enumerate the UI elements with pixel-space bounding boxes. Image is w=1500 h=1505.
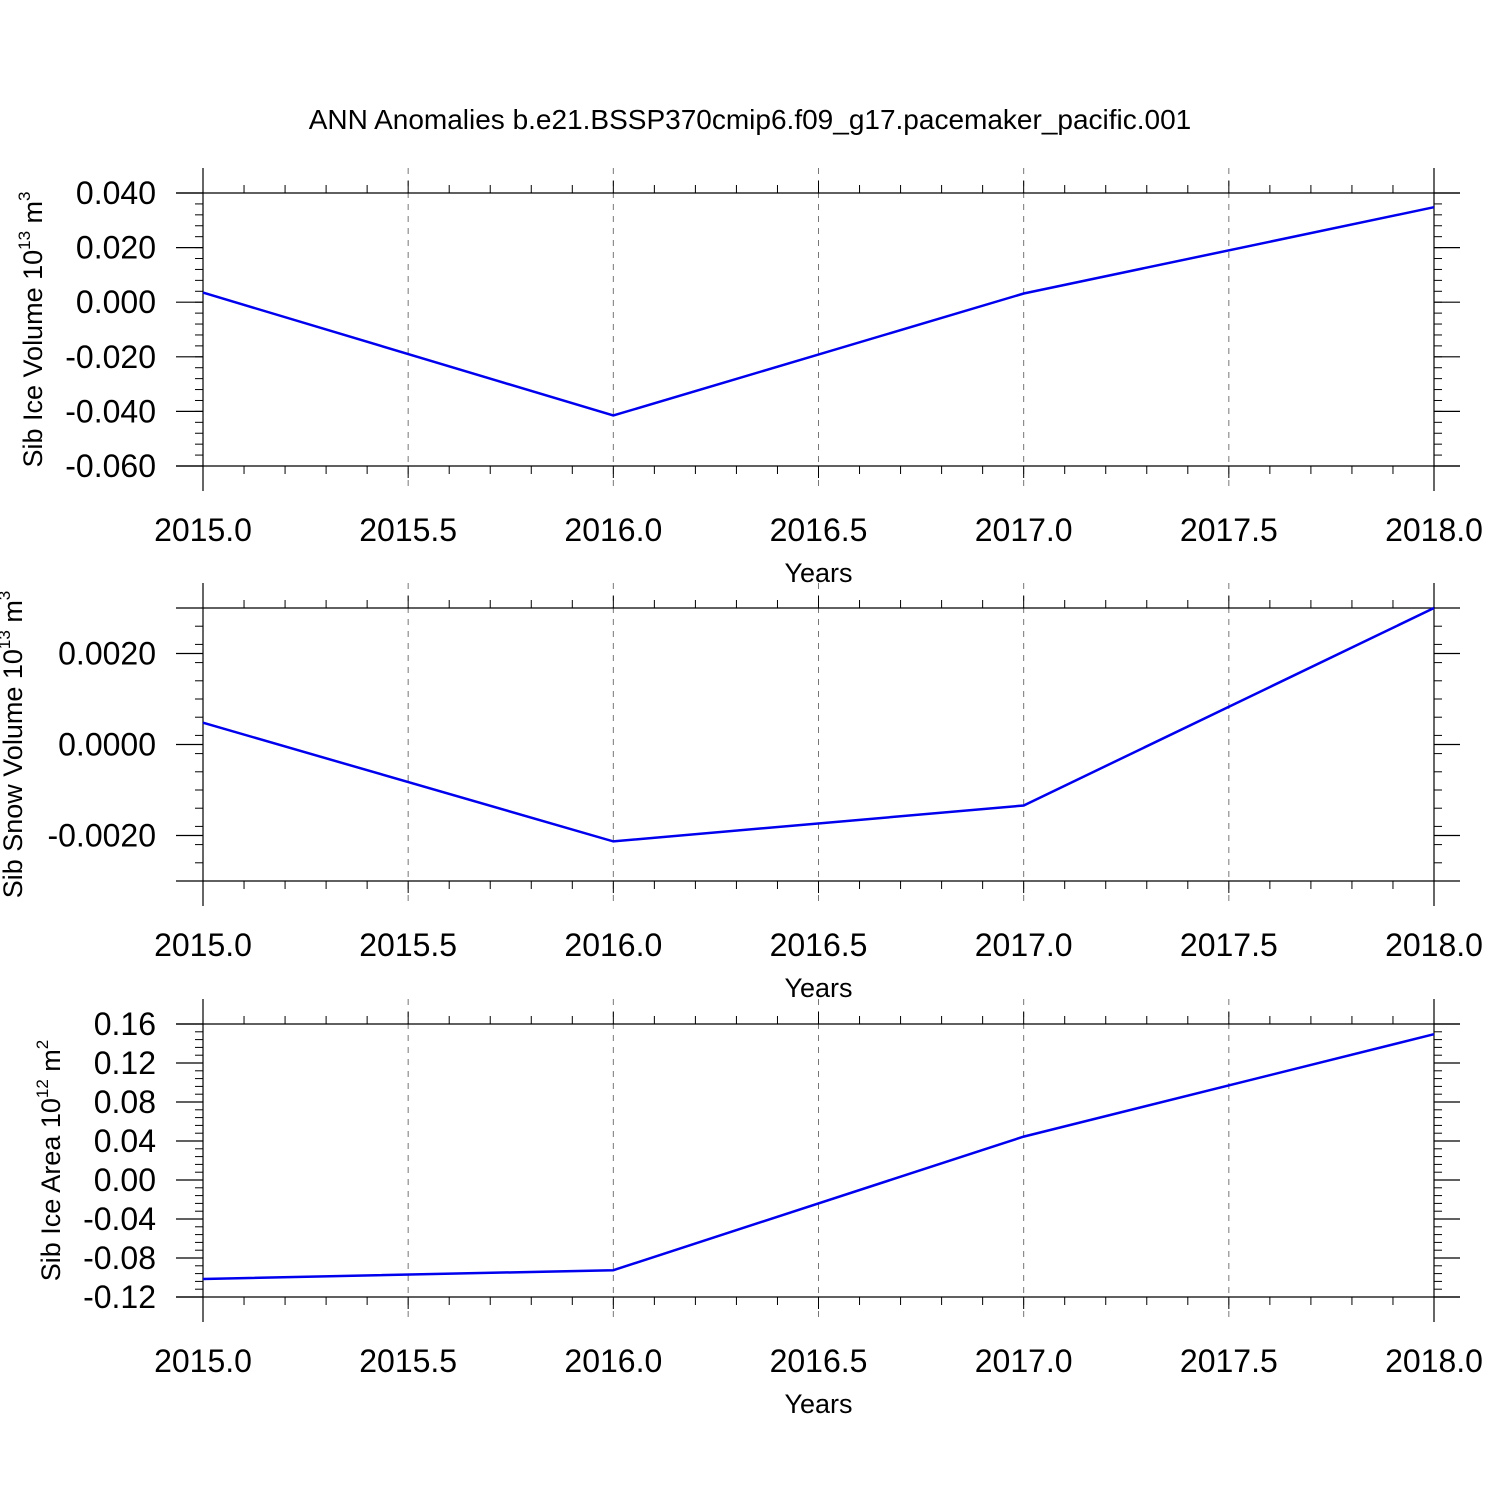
y-tick-label: -0.08 — [83, 1240, 156, 1276]
y-tick-label: 0.0020 — [58, 636, 156, 672]
figure-title: ANN Anomalies b.e21.BSSP370cmip6.f09_g17… — [0, 104, 1500, 136]
x-axis-title: Years — [784, 973, 852, 1003]
x-tick-label: 2017.5 — [1180, 1343, 1278, 1379]
y-axis-title-unit: m — [18, 201, 48, 231]
x-tick-label: 2015.0 — [154, 927, 252, 963]
y-axis-title-unit-exponent: 2 — [33, 1040, 52, 1049]
y-axis-title-main: Sib Snow Volume 10 — [0, 649, 28, 898]
x-tick-label: 2017.0 — [975, 927, 1073, 963]
x-tick-label: 2018.0 — [1385, 927, 1483, 963]
x-tick-label: 2016.5 — [770, 1343, 868, 1379]
y-axis-title-main: Sib Ice Volume 10 — [18, 250, 48, 468]
x-tick-label: 2016.0 — [564, 1343, 662, 1379]
y-axis-title-exponent: 13 — [15, 231, 34, 250]
x-tick-label: 2018.0 — [1385, 512, 1483, 548]
y-tick-label: -0.040 — [65, 393, 156, 429]
y-axis-title: Sib Ice Volume 1013 m3 — [15, 191, 48, 467]
y-axis-title-main: Sib Ice Area 10 — [36, 1098, 66, 1281]
y-tick-label: 0.08 — [94, 1084, 156, 1120]
y-tick-label: 0.020 — [76, 230, 156, 266]
y-axis-title-unit: m — [36, 1049, 66, 1079]
x-tick-label: 2015.0 — [154, 512, 252, 548]
y-axis-title-exponent: 13 — [0, 630, 14, 649]
x-tick-label: 2015.5 — [359, 512, 457, 548]
y-axis-title-exponent: 12 — [33, 1079, 52, 1098]
x-tick-label: 2016.0 — [564, 512, 662, 548]
x-axis-title: Years — [784, 1389, 852, 1419]
y-axis-title-unit-exponent: 3 — [15, 191, 34, 200]
y-tick-label: 0.00 — [94, 1162, 156, 1198]
x-tick-label: 2016.5 — [770, 512, 868, 548]
x-tick-label: 2015.0 — [154, 1343, 252, 1379]
y-axis-title: Sib Ice Area 1012 m2 — [33, 1040, 66, 1282]
x-tick-label: 2018.0 — [1385, 1343, 1483, 1379]
chart-panel-3: -0.12-0.08-0.040.000.040.080.120.16 2015.… — [33, 999, 1483, 1419]
x-tick-label: 2015.5 — [359, 1343, 457, 1379]
x-tick-label: 2017.5 — [1180, 927, 1278, 963]
chart-panel-2: -0.0020 0.0000 0.0020 2015.0 2015.5 2016.0 201… — [0, 583, 1483, 1003]
chart-panel-1: -0.060 -0.040 -0.020 0.000 0.020 0.040 2015.0 2… — [15, 168, 1483, 588]
y-tick-label: -0.020 — [65, 339, 156, 375]
x-tick-label: 2015.5 — [359, 927, 457, 963]
y-tick-label: 0.000 — [76, 284, 156, 320]
y-tick-label: 0.16 — [94, 1006, 156, 1042]
y-tick-label: 0.04 — [94, 1123, 156, 1159]
x-tick-label: 2016.5 — [770, 927, 868, 963]
y-tick-label: 0.0000 — [58, 727, 156, 763]
x-tick-label: 2017.0 — [975, 512, 1073, 548]
y-axis-title: Sib Snow Volume 1013 m3 — [0, 591, 28, 899]
y-tick-label: 0.12 — [94, 1045, 156, 1081]
y-tick-label: -0.12 — [83, 1279, 156, 1315]
x-tick-label: 2017.5 — [1180, 512, 1278, 548]
y-axis-title-unit-exponent: 3 — [0, 591, 14, 600]
y-tick-label: -0.060 — [65, 448, 156, 484]
y-tick-label: -0.04 — [83, 1201, 156, 1237]
y-tick-label: 0.040 — [76, 175, 156, 211]
x-tick-label: 2017.0 — [975, 1343, 1073, 1379]
x-tick-label: 2016.0 — [564, 927, 662, 963]
y-axis-title-unit: m — [0, 600, 28, 630]
y-tick-label: -0.0020 — [47, 818, 156, 854]
